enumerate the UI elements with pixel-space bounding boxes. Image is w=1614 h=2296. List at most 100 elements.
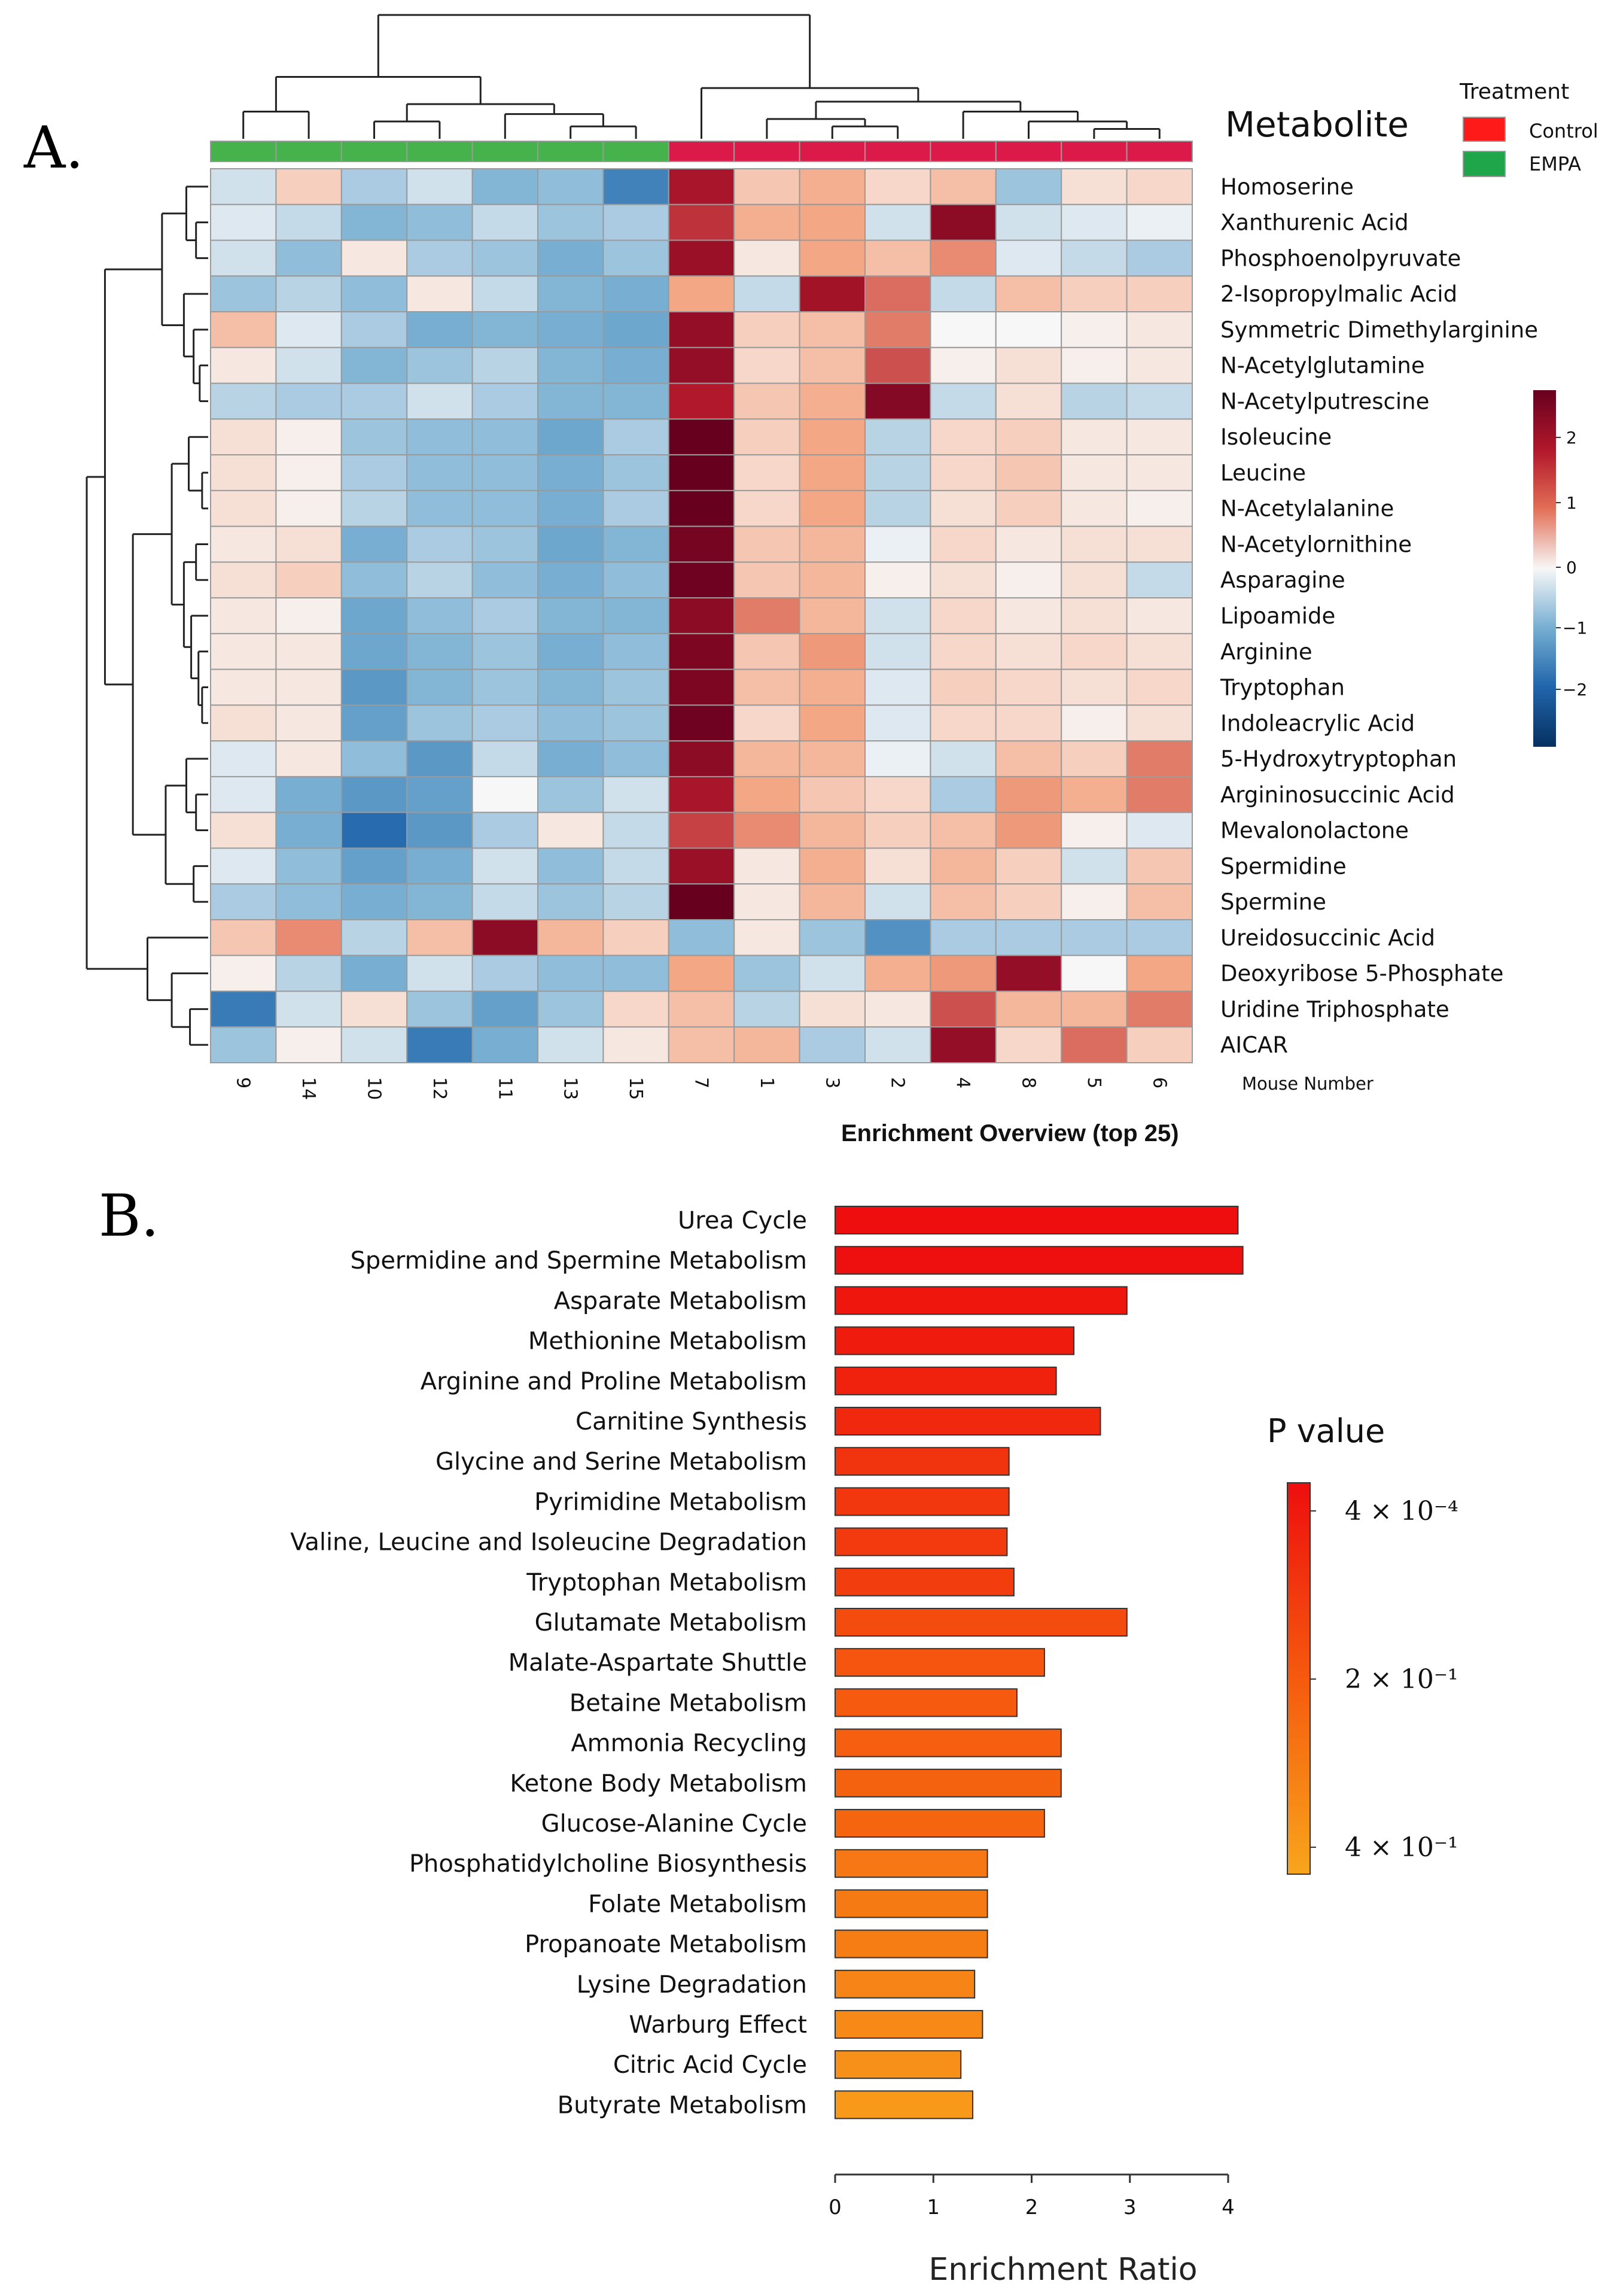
mouse-number-label: 2 [887,1077,908,1088]
enrichment-bar [835,2090,973,2119]
heatmap-cell [799,275,866,313]
heatmap-cell [602,454,669,491]
heatmap-cell [340,454,408,491]
mouse-number-label: 9 [233,1077,254,1088]
heatmap-cell [275,990,342,1028]
heatmap-cell [210,418,277,456]
pathway-label: Malate-Aspartate Shuttle [508,1649,807,1677]
heatmap-cell [1061,311,1128,348]
heatmap-cell [668,883,735,920]
legend-label-empa: EMPA [1529,153,1581,175]
treatment-cell-control [1061,141,1128,162]
heatmap-cell [406,418,473,456]
heatmap-cell [733,311,800,348]
heatmap-cell [471,704,538,742]
heatmap-cell [995,776,1062,813]
treatment-cell-control [733,141,800,162]
heatmap-cell [471,382,538,420]
heatmap-cell [275,168,342,205]
pathway-label: Methionine Metabolism [528,1328,807,1355]
heatmap-cell [471,847,538,885]
heatmap-cell [864,847,931,885]
enrichment-bars [835,1206,1244,2119]
heatmap-cell [864,990,931,1028]
heatmap-cell [1061,418,1128,456]
metabolite-label: N-Acetylornithine [1220,532,1412,558]
heatmap-cell [995,668,1062,706]
heatmap-cell [733,203,800,241]
heatmap-cell [275,919,342,956]
heatmap-cell [864,704,931,742]
heatmap-cell [799,990,866,1028]
heatmap-cell [799,668,866,706]
heatmap-cell [210,239,277,277]
heatmap-cell [275,704,342,742]
heatmap-cell [210,1026,277,1063]
treatment-cell-empa [537,141,604,162]
heatmap-cell [995,382,1062,420]
metabolite-label: Leucine [1220,460,1306,486]
heatmap-cell [210,597,277,634]
heatmap-cell [930,382,997,420]
heatmap-cell [995,883,1062,920]
heatmap-cell [471,597,538,634]
heatmap-cell [602,883,669,920]
heatmap-cell [406,919,473,956]
heatmap-cell [668,454,735,491]
heatmap-cell [1061,990,1128,1028]
heatmap-cell [537,668,604,706]
heatmap: Homoserine Xanthurenic Acid Phosphoenolpyr… [86,14,1598,1100]
heatmap-cell [799,168,866,205]
heatmap-cell [406,489,473,527]
enrichment-bar [835,2010,983,2039]
heatmap-cell [668,489,735,527]
scale-tick-minus-2: −2 [1563,680,1587,700]
heatmap-cell [1126,382,1193,420]
heatmap-cell [668,418,735,456]
heatmap-cell [799,597,866,634]
pathway-label: Warburg Effect [629,2011,807,2039]
treatment-cell-control [1126,141,1193,162]
heatmap-cell [340,525,408,563]
heatmap-cell [1061,632,1128,670]
heatmap-cell [995,1026,1062,1063]
heatmap-cell [275,847,342,885]
heatmap-cell [733,275,800,313]
heatmap-cell [864,418,931,456]
heatmap-cell [602,168,669,205]
heatmap-cell [1061,811,1128,849]
metabolite-label: Deoxyribose 5-Phosphate [1220,961,1503,987]
heatmap-cell [995,311,1062,348]
x-tick-label: 1 [927,2195,940,2219]
metabolite-label: N-Acetylputrescine [1220,388,1429,414]
heatmap-cell [799,489,866,527]
heatmap-cell [799,454,866,491]
heatmap-cell [406,776,473,813]
heatmap-cell [602,740,669,777]
heatmap-cell [1126,597,1193,634]
heatmap-cell [275,632,342,670]
heatmap-cell [406,1026,473,1063]
x-tick-label: 2 [1025,2195,1039,2219]
mouse-number-label: 15 [625,1077,646,1100]
heatmap-cell [799,740,866,777]
heatmap-cell [340,776,408,813]
heatmap-cell [275,954,342,992]
enrichment-bar [835,1326,1075,1355]
pathway-label: Urea Cycle [678,1207,807,1234]
heatmap-cell [668,561,735,599]
heatmap-cell [537,847,604,885]
heatmap-cell [537,454,604,491]
heatmap-cell [995,919,1062,956]
metabolite-header: Metabolite [1225,104,1409,145]
heatmap-cell [733,883,800,920]
heatmap-cell [668,1026,735,1063]
heatmap-cell [733,525,800,563]
pathway-label: Glucose-Alanine Cycle [541,1810,807,1838]
heatmap-cell [1126,561,1193,599]
heatmap-cell [864,811,931,849]
heatmap-cell [340,489,408,527]
heatmap-cell [930,740,997,777]
heatmap-cell [602,776,669,813]
heatmap-cell [799,954,866,992]
